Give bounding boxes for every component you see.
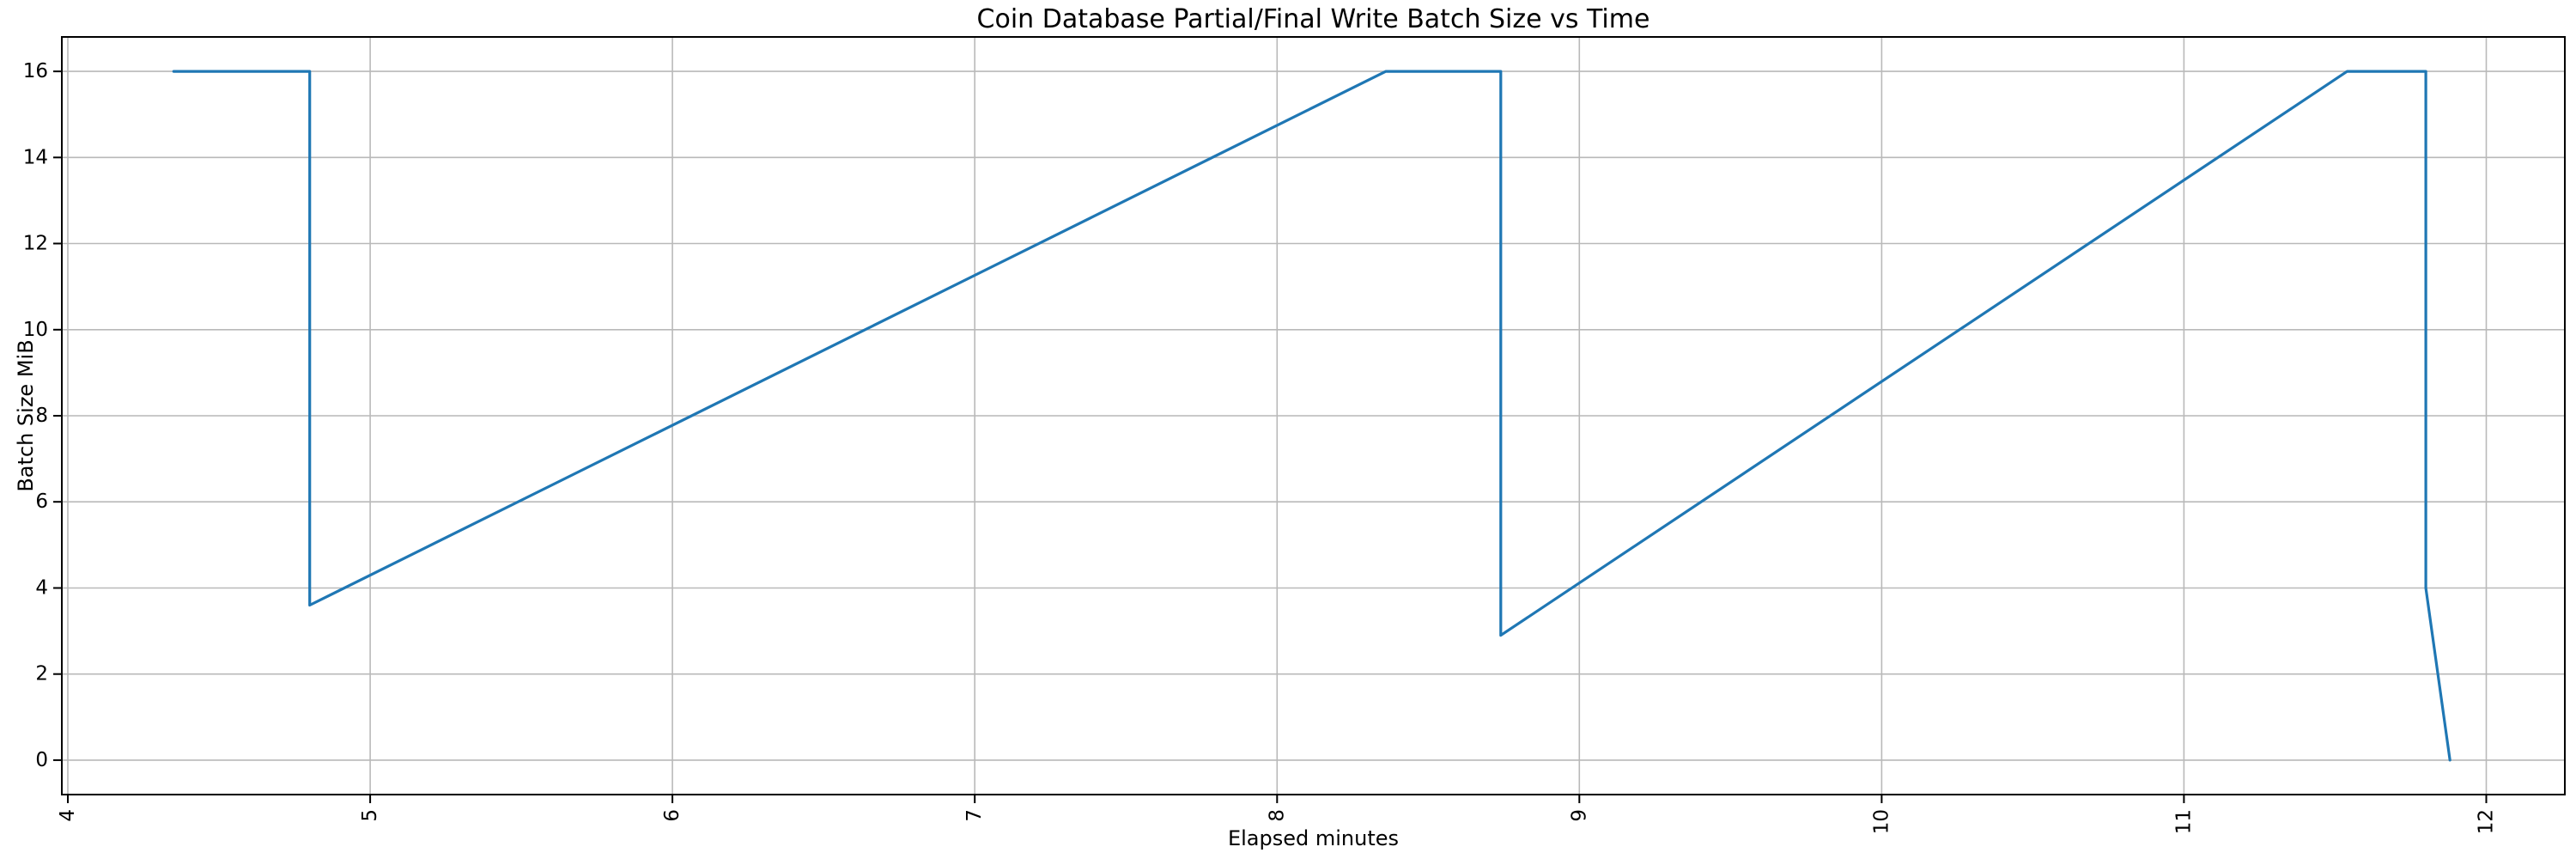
x-tick-label: 8 <box>1266 809 1288 822</box>
data-line <box>172 70 2451 762</box>
y-tick-label: 8 <box>35 405 48 427</box>
x-tick-label: 9 <box>1568 809 1590 822</box>
chart-title: Coin Database Partial/Final Write Batch … <box>976 4 1650 34</box>
y-tick-label: 6 <box>35 490 48 513</box>
x-tick-label: 4 <box>57 809 79 822</box>
y-tick-label: 14 <box>23 146 48 168</box>
y-tick-label: 16 <box>23 60 48 82</box>
x-tick-label: 11 <box>2172 809 2195 834</box>
y-tick-label: 4 <box>35 577 48 600</box>
x-tick-label: 5 <box>359 809 381 822</box>
x-tick-label: 12 <box>2476 809 2498 834</box>
x-axis-label: Elapsed minutes <box>1227 826 1400 850</box>
x-tick-label: 10 <box>1870 809 1893 834</box>
x-tick-label: 6 <box>661 809 683 822</box>
y-tick-label: 12 <box>23 233 48 255</box>
y-tick-label: 2 <box>35 663 48 685</box>
y-tick-label: 10 <box>23 319 48 341</box>
x-tick-label: 7 <box>963 809 986 822</box>
y-tick-label: 0 <box>35 749 48 771</box>
